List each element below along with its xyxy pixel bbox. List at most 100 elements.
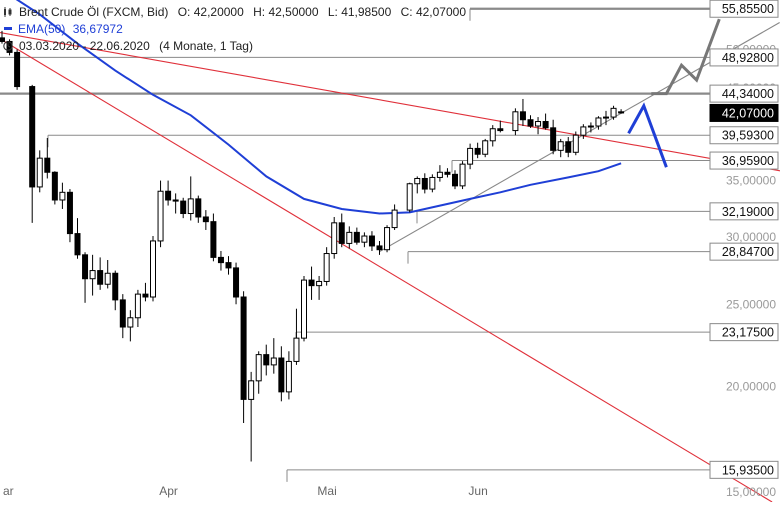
- candle-body-74: [580, 126, 587, 136]
- candle-body-43: [331, 222, 338, 255]
- candle-body-37: [285, 360, 292, 393]
- y-tick-label-3: 30,00000: [726, 230, 776, 244]
- candle-41: [316, 275, 323, 300]
- candle-body-51: [391, 209, 398, 229]
- projections: [627, 18, 721, 168]
- candle-body-69: [542, 121, 549, 129]
- candle-33: [255, 351, 262, 394]
- x-axis-ticks: ar Apr Mai Jun: [3, 484, 488, 498]
- candle-body-26: [202, 216, 209, 223]
- level-badge-8-label: 15,93500: [722, 463, 774, 477]
- candle-body-11: [89, 270, 96, 280]
- candle-42: [323, 247, 330, 286]
- candle-body-5: [44, 157, 51, 173]
- candle-body-21: [165, 190, 172, 201]
- candle-body-45: [346, 231, 353, 244]
- level-badge-2-bg: [709, 84, 779, 103]
- candle-body-27: [210, 221, 217, 258]
- candle-body-48: [368, 235, 375, 247]
- horizontal-levels: [0, 7, 710, 482]
- candle-body-25: [195, 198, 202, 218]
- candle-body-76: [595, 117, 602, 127]
- candle-28: [217, 250, 224, 271]
- header-line-1: Brent Crude Öl (FXCM, Bid) O: 42,20000 H…: [0, 5, 466, 19]
- candle-body-13: [104, 272, 111, 285]
- ohlc-close: C: 42,07000: [400, 5, 466, 19]
- ema-label: EMA(50): [18, 22, 66, 36]
- candle-27: [210, 213, 217, 262]
- candle-body-78: [610, 107, 617, 118]
- x-tick-label-3: Jun: [468, 484, 487, 498]
- candle-53: [414, 176, 421, 194]
- candle-body-59: [459, 163, 466, 187]
- candle-13: [104, 259, 111, 289]
- candle-20: [157, 180, 164, 248]
- candle-body-54: [421, 177, 428, 190]
- level-badge-3-label: 39,59300: [722, 129, 774, 143]
- candle-body-36: [278, 357, 285, 393]
- candle-40: [308, 266, 315, 300]
- candle-22: [172, 193, 179, 214]
- candle-body-12: [97, 270, 104, 285]
- candle-59: [459, 161, 466, 190]
- candle-body-7: [59, 191, 66, 201]
- candle-38: [293, 308, 300, 365]
- candle-37: [285, 351, 292, 400]
- candle-body-60: [467, 147, 474, 165]
- candle-64: [497, 120, 504, 133]
- candle-body-47: [361, 235, 368, 243]
- candle-30: [233, 262, 240, 305]
- period-label: (4 Monate, 1 Tag): [159, 39, 253, 53]
- y-tick-label-6: 15,00000: [726, 485, 776, 499]
- candle-77: [603, 110, 609, 126]
- candle-79: [618, 109, 625, 114]
- clock-icon: [3, 40, 13, 51]
- candle-43: [331, 216, 338, 259]
- trend-line-red-resistance-steep: [1, 39, 773, 503]
- candle-body-35: [270, 357, 277, 366]
- candle-body-73: [572, 134, 579, 153]
- candle-4: [36, 150, 43, 193]
- candle-body-66: [519, 111, 526, 121]
- candle-19: [150, 236, 156, 302]
- candle-body-57: [444, 171, 451, 175]
- candle-71: [557, 138, 564, 158]
- header-line-3: 03.03.2020 - 22.06.2020 (4 Monate, 1 Tag…: [0, 39, 253, 53]
- candle-body-70: [550, 127, 557, 151]
- candle-body-40: [308, 279, 315, 287]
- candle-29: [225, 256, 232, 275]
- candle-body-55: [429, 176, 436, 190]
- candle-12: [97, 257, 104, 290]
- candle-69: [542, 113, 549, 130]
- candle-body-14: [112, 272, 119, 301]
- candle-body-8: [66, 191, 73, 235]
- level-badge-1-label: 48,92800: [722, 51, 774, 65]
- candle-49: [376, 240, 383, 255]
- candle-45: [346, 226, 353, 249]
- candle-0: [0, 30, 5, 44]
- level-badge-4-label: 36,95900: [722, 154, 774, 168]
- candle-body-17: [134, 293, 141, 319]
- candle-body-62: [482, 140, 489, 155]
- candle-body-18: [142, 293, 149, 298]
- level-badge-8-bg: [709, 460, 779, 479]
- candle-body-39: [301, 279, 307, 339]
- projection-bearish-projection: [627, 102, 668, 168]
- candle-body-30: [233, 267, 240, 298]
- candle-78: [610, 105, 617, 120]
- candle-body-44: [338, 222, 345, 244]
- candle-body-34: [263, 354, 270, 366]
- trend-line-red-resistance-long: [0, 31, 780, 172]
- candle-39: [301, 275, 307, 342]
- candle-73: [572, 131, 579, 156]
- x-tick-label-0: ar: [3, 484, 14, 498]
- candle-body-2: [14, 51, 21, 88]
- candle-35: [270, 338, 277, 374]
- candle-body-22: [172, 199, 179, 202]
- candle-34: [263, 344, 270, 376]
- candle-68: [535, 117, 542, 135]
- candle-32: [248, 371, 255, 462]
- candle-2: [14, 49, 21, 90]
- candle-body-52: [406, 183, 413, 211]
